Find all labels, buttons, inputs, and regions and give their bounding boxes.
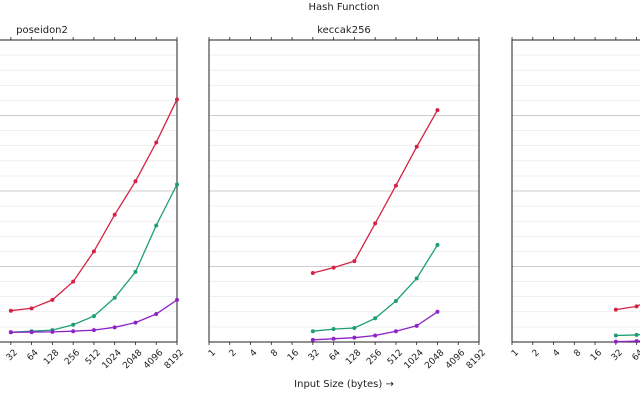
data-point xyxy=(71,322,76,327)
x-tick-label: 4096 xyxy=(142,348,165,371)
data-point xyxy=(50,297,55,302)
data-point xyxy=(414,276,419,281)
chart-title: Hash Function xyxy=(309,2,380,13)
panels: 12481632641282565121024204840968192posei… xyxy=(0,25,640,371)
data-point xyxy=(8,330,13,335)
series-line-1 xyxy=(312,109,439,274)
x-tick-label: 32 xyxy=(307,348,322,363)
panel-title: poseidon2 xyxy=(16,25,68,36)
data-point xyxy=(29,330,34,335)
data-point xyxy=(133,320,138,325)
x-axis-label: Input Size (bytes) → xyxy=(294,379,394,390)
x-tick-label: 128 xyxy=(42,348,61,367)
data-point xyxy=(373,333,378,338)
x-tick-label: 2048 xyxy=(121,348,144,371)
series-line-2 xyxy=(10,184,178,333)
data-point xyxy=(634,304,639,309)
x-tick-label: 1024 xyxy=(101,348,124,371)
panel-frame xyxy=(0,39,178,343)
data-point xyxy=(154,140,159,145)
x-tick-label: 2 xyxy=(531,348,542,359)
x-tick-label: 256 xyxy=(63,348,82,367)
data-point xyxy=(133,179,138,184)
data-point xyxy=(331,327,336,332)
x-tick-label: 8 xyxy=(572,348,583,359)
x-tick-label: 16 xyxy=(589,348,604,363)
data-point xyxy=(331,336,336,341)
series-line-1 xyxy=(615,304,640,311)
panel-keccak256: 1 2 4 8 16 32 64 128 256 5121024204840968192kecca… xyxy=(207,25,488,371)
x-tick-label: 128 xyxy=(344,348,363,367)
x-tick-label: 4096 xyxy=(444,348,467,371)
data-point xyxy=(71,329,76,334)
data-point xyxy=(175,182,179,187)
x-tick-label: 4 xyxy=(551,348,562,359)
x-tick-label: 256 xyxy=(365,348,384,367)
series-line-2 xyxy=(615,334,640,337)
data-point xyxy=(8,308,13,313)
x-tick-label: 32 xyxy=(5,348,20,363)
data-point xyxy=(112,212,117,217)
data-point xyxy=(352,335,357,340)
panel-frame xyxy=(208,39,480,343)
data-point xyxy=(175,97,179,102)
series-line-1 xyxy=(10,99,178,312)
data-point xyxy=(435,108,440,113)
x-tick-label: 32 xyxy=(610,348,625,363)
x-tick-label: 1 xyxy=(510,348,521,359)
panel-sh: 12481632641282565121024204840968192sh xyxy=(510,37,640,363)
data-point xyxy=(50,329,55,334)
series-line-3 xyxy=(615,340,640,343)
panel-frame xyxy=(511,39,640,343)
data-point xyxy=(133,269,138,274)
data-point xyxy=(154,311,159,316)
data-point xyxy=(352,259,357,264)
x-tick-label: 16 xyxy=(286,348,301,363)
data-point xyxy=(373,221,378,226)
x-tick-label: 64 xyxy=(631,348,640,363)
x-tick-label: 2048 xyxy=(423,348,446,371)
x-tick-label: 4 xyxy=(248,348,259,359)
data-point xyxy=(71,279,76,284)
x-tick-label: 64 xyxy=(26,348,41,363)
data-point xyxy=(29,306,34,311)
data-point xyxy=(310,337,315,342)
x-tick-label: 64 xyxy=(328,348,343,363)
data-point xyxy=(414,144,419,149)
data-point xyxy=(613,339,618,344)
x-tick-label: 1 xyxy=(207,348,218,359)
data-point xyxy=(91,328,96,333)
data-point xyxy=(175,297,179,302)
data-point xyxy=(435,242,440,247)
x-tick-label: 8192 xyxy=(465,348,488,371)
data-point xyxy=(91,249,96,254)
x-tick-label: 8192 xyxy=(163,348,186,371)
data-point xyxy=(373,316,378,321)
data-point xyxy=(352,325,357,330)
data-point xyxy=(613,307,618,312)
data-point xyxy=(310,270,315,275)
data-point xyxy=(154,223,159,228)
data-point xyxy=(112,295,117,300)
data-point xyxy=(112,325,117,330)
x-tick-label: 8 xyxy=(269,348,280,359)
data-point xyxy=(634,339,639,344)
x-tick-label: 2 xyxy=(228,348,239,359)
data-point xyxy=(310,329,315,334)
data-point xyxy=(91,314,96,319)
panel-title: keccak256 xyxy=(317,25,371,36)
data-point xyxy=(393,183,398,188)
data-point xyxy=(393,329,398,334)
panel-poseidon2: 12481632641282565121024204840968192posei… xyxy=(0,25,186,371)
data-point xyxy=(414,323,419,328)
data-point xyxy=(331,265,336,270)
data-point xyxy=(435,309,440,314)
data-point xyxy=(634,332,639,337)
data-point xyxy=(613,333,618,338)
data-point xyxy=(393,299,398,304)
x-tick-label: 1024 xyxy=(403,348,426,371)
